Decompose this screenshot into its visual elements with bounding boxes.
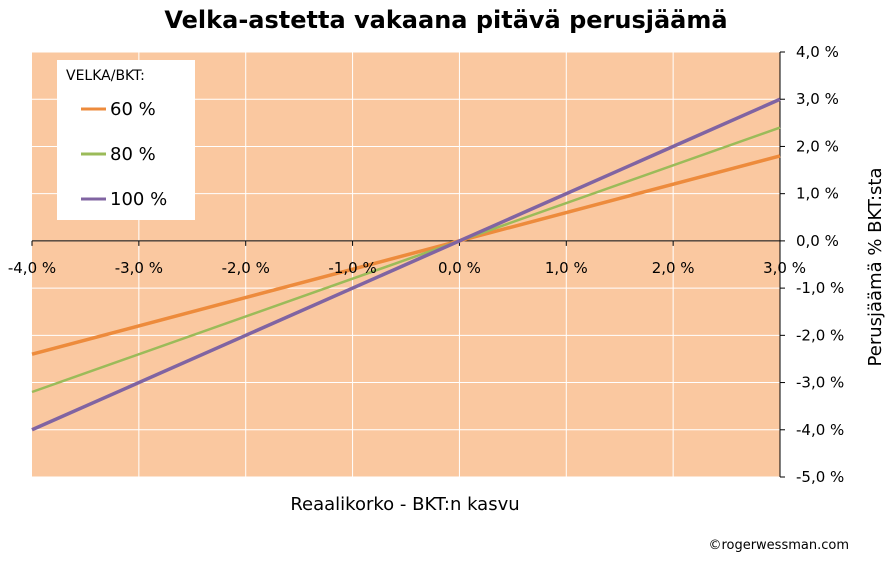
x-axis-label: Reaalikorko - BKT:n kasvu [290, 494, 519, 515]
legend-entry: 80 % [110, 144, 156, 165]
y-tick-label: 0,0 % [796, 232, 839, 250]
x-tick-label: 1,0 % [545, 259, 588, 277]
x-tick-label: -2,0 % [222, 259, 270, 277]
x-tick-label: -3,0 % [115, 259, 163, 277]
y-tick-label: 4,0 % [796, 43, 839, 61]
legend-title: VELKA/BKT: [66, 68, 145, 84]
y-tick-label: -5,0 % [796, 468, 844, 486]
axes [31, 51, 785, 478]
x-tick-label: -4,0 % [8, 259, 56, 277]
chart-title: Velka-astetta vakaana pitävä perusjäämä [164, 6, 727, 34]
legend: VELKA/BKT: 60 % 80 % 100 % [57, 60, 195, 220]
series-line-60 [31, 154, 781, 356]
y-tick-label: 2,0 % [796, 137, 839, 155]
x-tick-label: 3,0 % [763, 259, 806, 277]
credit: ©rogerwessman.com [708, 538, 849, 553]
y-tick-labels: 4,0 % 3,0 % 2,0 % 1,0 % 0,0 % -1,0 % -2,0 % -3,… [796, 43, 844, 486]
legend-box [57, 60, 195, 220]
y-tick-label: 1,0 % [796, 185, 839, 203]
y-tick-label: -2,0 % [796, 326, 844, 344]
series-lines [31, 97, 781, 432]
legend-entry: 60 % [110, 99, 156, 120]
x-tick-labels: -4,0 % -3,0 % -2,0 % -1,0 % 0,0 % 1,0 % 2,0 % 3… [8, 259, 806, 277]
x-tick-label: -1,0 % [328, 259, 376, 277]
y-tick-label: 3,0 % [796, 90, 839, 108]
legend-entry: 100 % [110, 189, 167, 210]
y-axis-label: Perusjäämä % BKT:sta [865, 168, 886, 367]
x-tick-label: 2,0 % [652, 259, 695, 277]
series-line-100 [31, 97, 781, 432]
series-line-80 [31, 126, 781, 394]
y-tick-label: -1,0 % [796, 279, 844, 297]
y-tick-label: -4,0 % [796, 421, 844, 439]
x-tick-label: 0,0 % [438, 259, 481, 277]
y-tick-label: -3,0 % [796, 374, 844, 392]
